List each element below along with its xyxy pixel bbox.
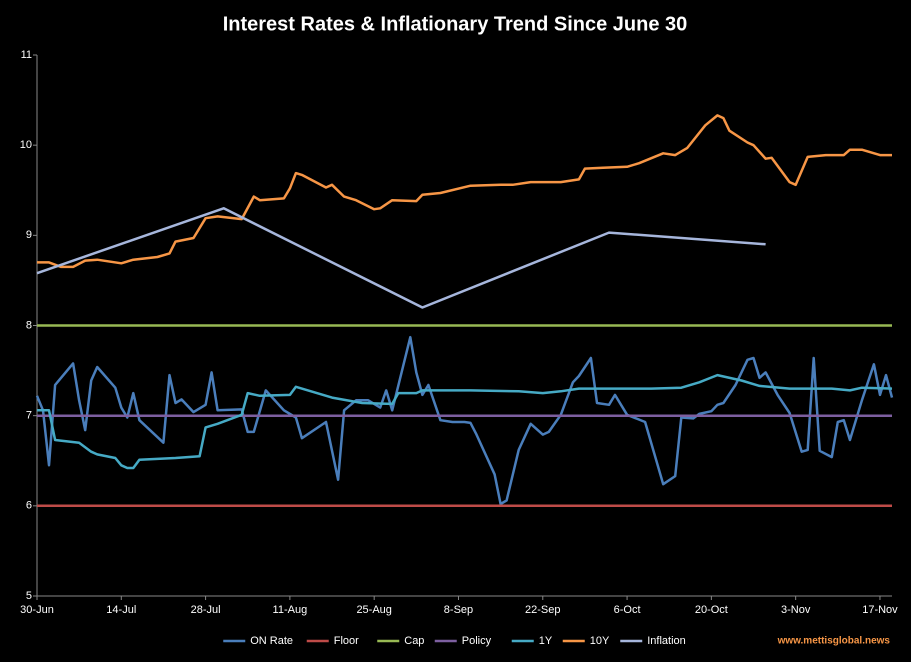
y-tick-label: 10 — [20, 139, 32, 151]
x-tick-label: 8-Sep — [444, 604, 473, 616]
y-tick-label: 7 — [26, 410, 32, 422]
x-tick-label: 17-Nov — [862, 604, 898, 616]
x-tick-label: 20-Oct — [695, 604, 728, 616]
legend-label: Inflation — [647, 635, 686, 647]
x-tick-label: 11-Aug — [273, 604, 308, 616]
legend-label: Policy — [462, 635, 492, 647]
x-tick-label: 25-Aug — [356, 604, 391, 616]
legend-label: ON Rate — [250, 635, 293, 647]
x-tick-label: 6-Oct — [614, 604, 641, 616]
x-tick-label: 14-Jul — [106, 604, 136, 616]
line — [36, 207, 766, 309]
x-tick-label: 28-Jul — [191, 604, 221, 616]
y-tick-label: 6 — [26, 500, 32, 512]
legend-label: Cap — [404, 635, 424, 647]
y-tick-label: 5 — [26, 590, 32, 602]
y-tick-label: 9 — [26, 229, 32, 241]
legend-label: 1Y — [539, 635, 553, 647]
y-tick-label: 11 — [21, 49, 32, 61]
legend-label: 10Y — [590, 635, 610, 647]
chart-title: Interest Rates & Inflationary Trend Sinc… — [223, 13, 688, 35]
x-tick-label: 22-Sep — [525, 604, 560, 616]
x-tick-label: 30-Jun — [20, 604, 54, 616]
x-tick-label: 3-Nov — [781, 604, 811, 616]
source: www.mettisglobal.news — [777, 636, 891, 647]
legend-label: Floor — [334, 635, 359, 647]
y-tick-label: 8 — [26, 319, 32, 331]
line — [35, 335, 894, 506]
line — [37, 373, 893, 470]
line — [37, 114, 892, 269]
